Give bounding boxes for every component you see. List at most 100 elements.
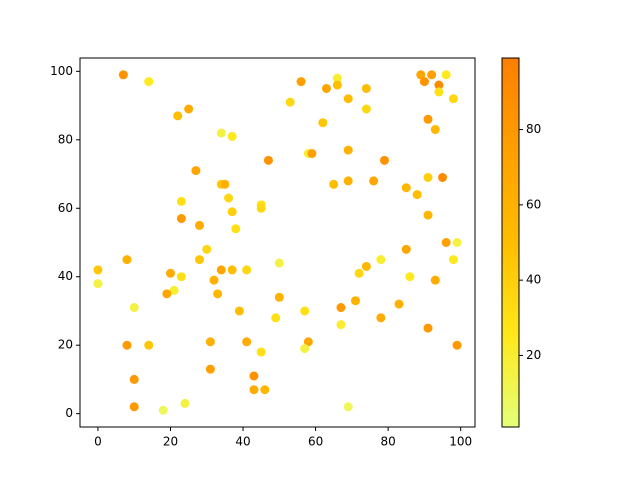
point: [129, 303, 139, 313]
point: [129, 402, 139, 412]
point: [434, 80, 444, 90]
point: [423, 323, 433, 333]
point: [93, 279, 103, 289]
point: [176, 272, 186, 282]
point: [227, 265, 237, 275]
point: [394, 299, 404, 309]
point: [216, 265, 226, 275]
point: [423, 114, 433, 124]
point: [184, 104, 194, 114]
point: [318, 118, 328, 128]
point: [263, 155, 273, 165]
point: [144, 77, 154, 87]
point: [249, 371, 259, 381]
point: [401, 244, 411, 254]
point: [220, 179, 230, 189]
point: [300, 306, 310, 316]
point: [176, 196, 186, 206]
colorbar-tick-label: 40: [526, 273, 541, 287]
point: [423, 172, 433, 182]
point: [231, 224, 241, 234]
point: [361, 104, 371, 114]
x-tick-label: 40: [235, 435, 250, 449]
point: [227, 131, 237, 141]
colorbar-tick-label: 60: [526, 197, 541, 211]
point: [361, 261, 371, 271]
point: [300, 344, 310, 354]
point: [205, 337, 215, 347]
point: [350, 296, 360, 306]
point: [256, 347, 266, 357]
point: [216, 128, 226, 138]
x-tick-label: 0: [94, 435, 102, 449]
point: [213, 289, 223, 299]
point: [122, 255, 132, 265]
point: [438, 172, 448, 182]
point: [419, 77, 429, 87]
point: [336, 320, 346, 330]
y-tick-label: 0: [65, 406, 73, 420]
point: [224, 193, 234, 203]
y-tick-label: 100: [50, 64, 73, 78]
point: [242, 265, 252, 275]
point: [430, 275, 440, 285]
point: [144, 340, 154, 350]
y-tick-label: 40: [58, 269, 73, 283]
point: [427, 70, 437, 80]
colorbar-tick-label: 80: [526, 122, 541, 136]
point: [249, 385, 259, 395]
point: [343, 145, 353, 155]
point: [401, 183, 411, 193]
point: [329, 179, 339, 189]
point: [343, 94, 353, 104]
point: [118, 70, 128, 80]
point: [285, 97, 295, 107]
point: [343, 176, 353, 186]
point: [176, 214, 186, 224]
point: [332, 73, 342, 83]
point: [380, 155, 390, 165]
point: [405, 272, 415, 282]
point: [205, 364, 215, 374]
point: [202, 244, 212, 254]
point: [336, 303, 346, 313]
point: [195, 220, 205, 230]
point: [376, 313, 386, 323]
point: [361, 83, 371, 93]
point: [452, 238, 462, 247]
point: [180, 398, 190, 408]
point: [122, 340, 132, 350]
point: [369, 176, 379, 186]
x-tick-label: 80: [380, 435, 395, 449]
point: [274, 292, 284, 302]
point: [423, 210, 433, 220]
colorbar-tick-label: 20: [526, 348, 541, 362]
point: [376, 255, 386, 265]
plot-frame: [79, 57, 476, 428]
point: [209, 275, 219, 285]
point: [354, 268, 364, 278]
point: [274, 258, 284, 268]
point: [441, 70, 451, 80]
y-tick-label: 60: [58, 201, 73, 215]
point: [412, 190, 422, 200]
point: [434, 87, 444, 97]
point: [93, 265, 103, 275]
point: [195, 255, 205, 265]
point: [448, 94, 458, 104]
point: [169, 285, 179, 295]
point: [416, 70, 426, 80]
colorbar: [501, 57, 520, 428]
point: [452, 340, 462, 350]
point: [448, 255, 458, 265]
y-tick-label: 20: [58, 338, 73, 352]
point: [271, 313, 281, 323]
point: [242, 337, 252, 347]
x-tick-label: 20: [163, 435, 178, 449]
y-tick-label: 80: [58, 132, 73, 146]
point: [256, 203, 266, 213]
point: [343, 402, 353, 412]
x-tick-label: 100: [449, 435, 472, 449]
point: [307, 149, 317, 159]
